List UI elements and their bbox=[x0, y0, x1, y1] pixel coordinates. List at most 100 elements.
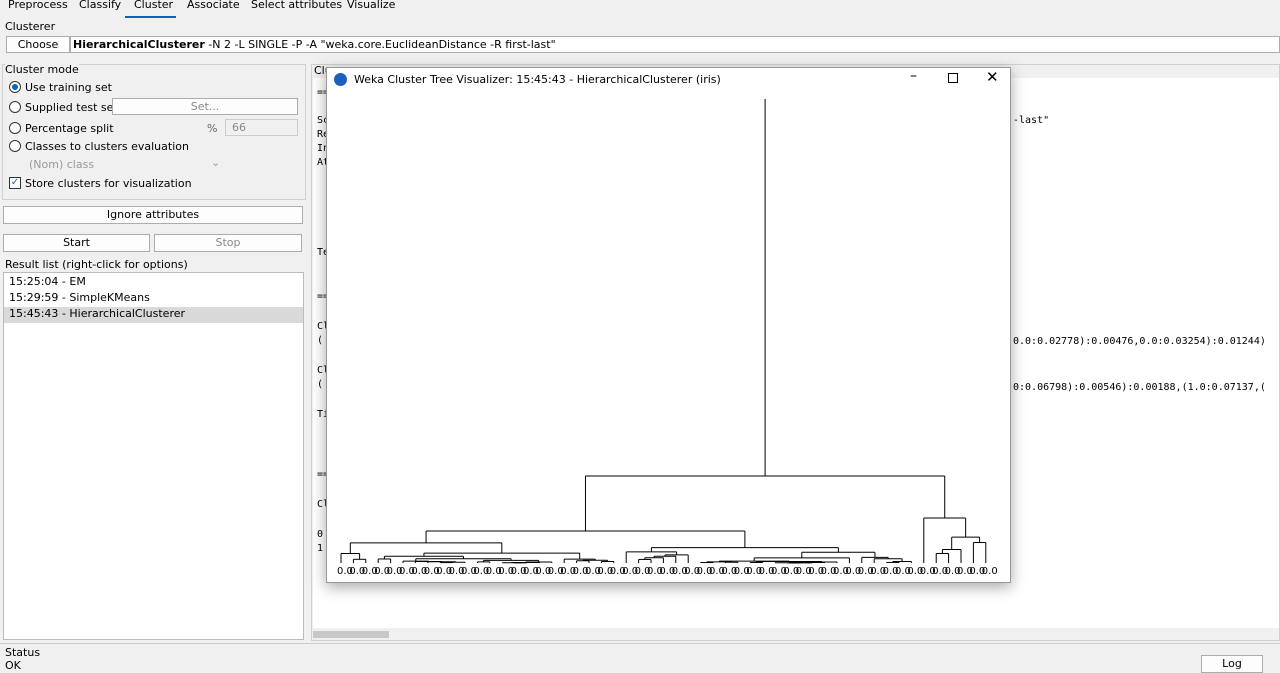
output-fragment: Ti bbox=[317, 409, 330, 420]
stop-button: Stop bbox=[154, 234, 302, 252]
leaf-label: 0.0 bbox=[573, 566, 589, 577]
leaf-label: 0.0 bbox=[672, 566, 688, 577]
label: % bbox=[207, 122, 218, 135]
start-button[interactable]: Start bbox=[3, 234, 150, 252]
leaf-label: 0.0 bbox=[697, 566, 713, 577]
log-button[interactable]: Log bbox=[1201, 655, 1263, 673]
percent-field: 66 bbox=[225, 119, 298, 136]
leaf-label: 0.0 bbox=[759, 566, 775, 577]
checkbox[interactable]: ✓ bbox=[9, 177, 21, 189]
tab[interactable]: Select attributes bbox=[251, 0, 343, 11]
output-fragment: Re bbox=[317, 129, 330, 140]
leaf-label: 0.0 bbox=[858, 566, 874, 577]
label: Store clusters for visualization bbox=[25, 177, 192, 190]
leaf-label: 0.0 bbox=[560, 566, 576, 577]
leaf-label: 0.0 bbox=[808, 566, 824, 577]
leaf-label: 0.0 bbox=[659, 566, 675, 577]
leaf-label: 0.0 bbox=[821, 566, 837, 577]
dropdown-arrow: ⌄ bbox=[211, 156, 221, 169]
leaf-label: 0.0 bbox=[870, 566, 886, 577]
output-fragment: Sc bbox=[317, 115, 330, 126]
leaf-label: 0.0 bbox=[907, 566, 923, 577]
radio[interactable] bbox=[9, 140, 21, 152]
visualizer-window: Weka Cluster Tree Visualizer: 15:45:43 -… bbox=[326, 67, 1011, 583]
leaf-label: 0.0 bbox=[721, 566, 737, 577]
label: Classes to clusters evaluation bbox=[25, 140, 189, 153]
leaf-label: 0.0 bbox=[895, 566, 911, 577]
output-fragment: In bbox=[317, 143, 330, 154]
radio-checked[interactable] bbox=[9, 81, 21, 93]
leaf-label: 0.0 bbox=[746, 566, 762, 577]
clusterer-name: HierarchicalClusterer bbox=[73, 38, 205, 51]
leaf-label: 0.0 bbox=[771, 566, 787, 577]
clusterer-field[interactable]: HierarchicalClusterer -N 2 -L SINGLE -P … bbox=[70, 36, 1280, 53]
output-fragment: 1 bbox=[317, 543, 324, 554]
leaf-label: 0.0 bbox=[349, 566, 365, 577]
leaf-label: 0.0 bbox=[461, 566, 477, 577]
tab[interactable]: Associate bbox=[187, 0, 240, 11]
tab[interactable]: Visualize bbox=[347, 0, 396, 11]
output-fragment: == bbox=[317, 87, 330, 98]
output-fragment: 0:0.06798):0.00546):0.00188,(1.0:0.07137… bbox=[1013, 382, 1266, 393]
output-fragment: At bbox=[317, 157, 330, 168]
leaf-label: 0.0 bbox=[945, 566, 961, 577]
maximize-button[interactable] bbox=[948, 73, 958, 83]
app-icon bbox=[334, 73, 347, 86]
minimize-button[interactable]: – bbox=[910, 68, 917, 84]
leaf-label: 0.0 bbox=[374, 566, 390, 577]
window-title: Weka Cluster Tree Visualizer: 15:45:43 -… bbox=[354, 73, 721, 86]
leaf-label: 0.0 bbox=[424, 566, 440, 577]
scrollbar bbox=[313, 631, 389, 638]
leaf-label: 0.0 bbox=[783, 566, 799, 577]
output-fragment: Cl bbox=[317, 321, 330, 332]
dendrogram: 0.00.00.00.00.00.00.00.00.00.00.00.00.00… bbox=[337, 99, 998, 577]
leaf-label: 0.0 bbox=[362, 566, 378, 577]
leaf-label: 0.0 bbox=[635, 566, 651, 577]
set-button: Set... bbox=[112, 98, 298, 115]
label: Clusterer bbox=[5, 20, 56, 33]
output-fragment: 0 bbox=[317, 529, 324, 540]
leaf-label: 0.0 bbox=[622, 566, 638, 577]
label: Status bbox=[5, 646, 41, 659]
leaf-label: 0.0 bbox=[523, 566, 539, 577]
output-fragment: Cl bbox=[317, 365, 330, 376]
output-fragment: == bbox=[317, 291, 330, 302]
label: Result list (right-click for options) bbox=[5, 258, 188, 271]
status-text: OK bbox=[5, 659, 21, 672]
choose-button[interactable]: Choose bbox=[6, 36, 70, 53]
label: Cluster mode bbox=[5, 63, 79, 76]
output-fragment: 0.0:0.02778):0.00476,0.0:0.03254):0.0124… bbox=[1013, 336, 1266, 347]
radio[interactable] bbox=[9, 101, 21, 113]
leaf-label: 0.0 bbox=[684, 566, 700, 577]
output-fragment: == bbox=[317, 469, 330, 480]
leaf-label: 0.0 bbox=[585, 566, 601, 577]
tab[interactable]: Cluster bbox=[134, 0, 174, 11]
result-item[interactable]: 15:29:59 - SimpleKMeans bbox=[9, 291, 150, 304]
leaf-label: 0.0 bbox=[548, 566, 564, 577]
leaf-label: 0.0 bbox=[498, 566, 514, 577]
leaf-label: 0.0 bbox=[436, 566, 452, 577]
tab[interactable]: Classify bbox=[79, 0, 122, 11]
output-fragment: -last" bbox=[1013, 115, 1050, 126]
leaf-label: 0.0 bbox=[449, 566, 465, 577]
leaf-label: 0.0 bbox=[969, 566, 985, 577]
close-button[interactable]: ✕ bbox=[986, 68, 999, 86]
leaf-label: 0.0 bbox=[486, 566, 502, 577]
leaf-label: 0.0 bbox=[982, 566, 998, 577]
result-item[interactable]: 15:45:43 - HierarchicalClusterer bbox=[4, 307, 303, 323]
label: Percentage split bbox=[25, 122, 114, 135]
leaf-label: 0.0 bbox=[597, 566, 613, 577]
radio[interactable] bbox=[9, 122, 21, 134]
output-fragment: Te bbox=[317, 247, 330, 258]
tab[interactable]: Preprocess bbox=[8, 0, 68, 11]
ignore-button[interactable]: Ignore attributes bbox=[3, 206, 303, 224]
leaf-label: 0.0 bbox=[796, 566, 812, 577]
leaf-label: 0.0 bbox=[387, 566, 403, 577]
leaf-label: 0.0 bbox=[535, 566, 551, 577]
result-item[interactable]: 15:25:04 - EM bbox=[9, 275, 86, 288]
leaf-label: 0.0 bbox=[473, 566, 489, 577]
leaf-label: 0.0 bbox=[957, 566, 973, 577]
clusterer-options: -N 2 -L SINGLE -P -A "weka.core.Euclidea… bbox=[208, 38, 556, 51]
tab-underline bbox=[125, 16, 176, 18]
leaf-label: 0.0 bbox=[647, 566, 663, 577]
